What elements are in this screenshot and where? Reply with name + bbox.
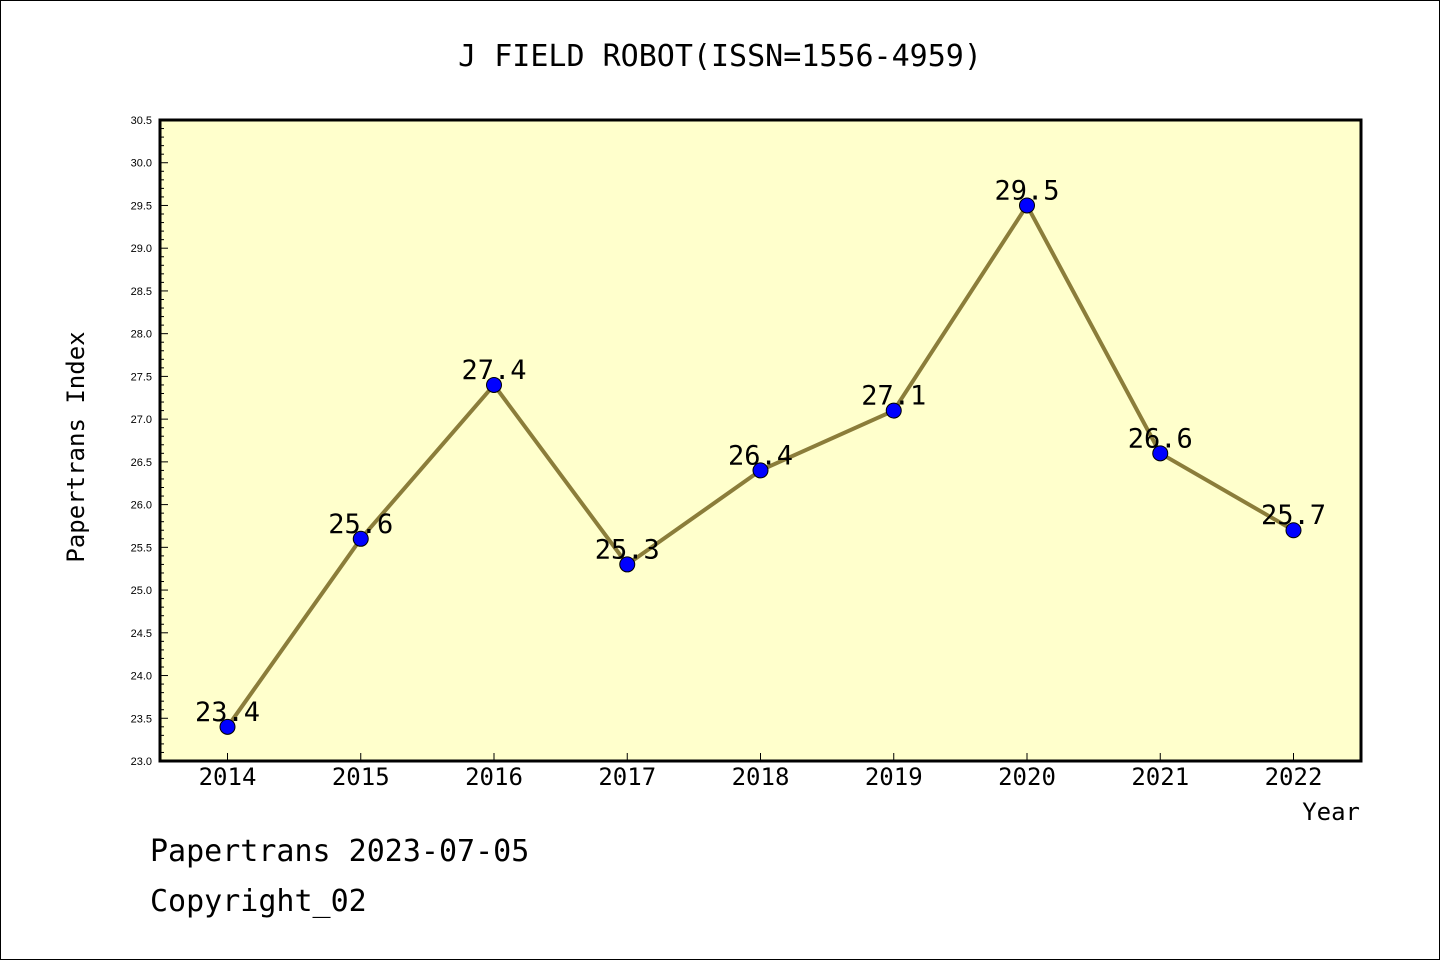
x-axis-label: Year — [1302, 798, 1360, 826]
x-tick-label: 2014 — [199, 763, 257, 791]
y-tick-label: 25.5 — [131, 542, 152, 554]
x-tick-label: 2022 — [1265, 763, 1323, 791]
y-tick-label: 29.5 — [131, 200, 152, 212]
x-tick-label: 2020 — [998, 763, 1056, 791]
y-tick-label: 24.5 — [131, 628, 152, 640]
x-tick-label: 2016 — [465, 763, 523, 791]
x-tick-label: 2021 — [1131, 763, 1189, 791]
data-label: 29.5 — [994, 175, 1059, 206]
y-tick-label: 26.5 — [131, 457, 152, 469]
x-tick-label: 2015 — [332, 763, 390, 791]
data-label: 25.6 — [328, 509, 393, 540]
x-axis: 2014 2015 2016 2017 2018 2019 2020 2021 2022 — [199, 753, 1323, 791]
x-tick-label: 2019 — [865, 763, 923, 791]
y-axis: 23.0 23.5 24.0 24.5 25.0 25.5 26.0 26.5 27.0 27.5… — [131, 115, 168, 768]
data-label-group: 23.4 25.6 27.4 25.3 26.4 27.1 29.5 26.6 25.7 — [195, 175, 1326, 727]
data-point — [1019, 197, 1035, 214]
data-label: 23.4 — [195, 697, 260, 728]
data-label: 26.4 — [728, 440, 793, 471]
data-label: 25.7 — [1261, 500, 1326, 531]
data-point — [752, 462, 769, 479]
data-point — [219, 718, 236, 735]
data-point — [1285, 522, 1302, 539]
data-point — [352, 530, 369, 547]
y-tick-label: 26.0 — [131, 500, 152, 512]
y-axis-label: Papertrans Index — [62, 331, 90, 562]
y-tick-label: 30.0 — [131, 158, 152, 170]
marker-group — [219, 197, 1302, 735]
footer-copyright: Copyright_02 — [150, 884, 367, 919]
data-label: 27.4 — [461, 355, 526, 386]
y-tick-label: 24.0 — [131, 671, 152, 683]
y-tick-label: 30.5 — [131, 115, 152, 127]
data-point — [885, 402, 902, 419]
y-tick-label: 23.0 — [131, 756, 152, 768]
chart-title: J FIELD ROBOT(ISSN=1556-4959) — [458, 39, 982, 74]
data-label: 25.3 — [595, 534, 660, 565]
plot-area — [158, 118, 1363, 763]
data-point — [1152, 445, 1169, 462]
footer-date: Papertrans 2023-07-05 — [150, 834, 530, 869]
y-tick-label: 28.0 — [131, 329, 152, 341]
data-point — [619, 556, 636, 573]
data-point — [486, 376, 502, 393]
y-tick-label: 27.5 — [131, 371, 152, 383]
x-tick-label: 2017 — [598, 763, 656, 791]
data-label: 26.6 — [1128, 423, 1193, 454]
y-tick-label: 25.0 — [131, 585, 152, 597]
y-tick-label: 23.5 — [131, 713, 152, 725]
data-label: 27.1 — [861, 381, 926, 412]
y-tick-label: 29.0 — [131, 243, 152, 255]
y-tick-label: 28.5 — [131, 286, 152, 298]
y-tick-label: 27.0 — [131, 414, 152, 426]
x-tick-label: 2018 — [732, 763, 790, 791]
